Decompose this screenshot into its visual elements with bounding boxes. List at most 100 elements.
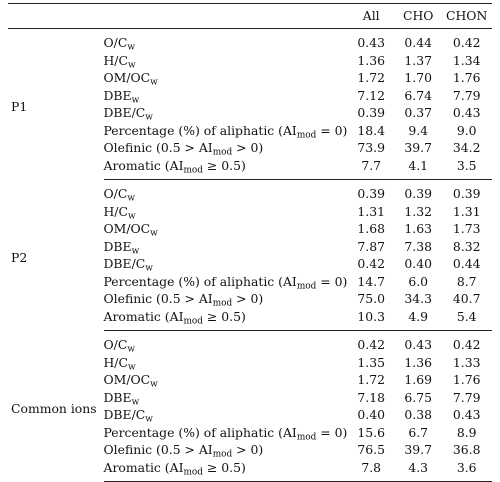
parameter-label: Olefinic (0.5 > AImod > 0): [104, 441, 348, 459]
value-chon: 3.6: [441, 458, 492, 482]
parameter-subscript: w: [127, 59, 136, 70]
parameter-subscript: w: [131, 396, 140, 407]
value-cho: 4.9: [395, 307, 442, 331]
value-cho: 1.36: [404, 354, 432, 370]
parameter-label: Aromatic (AImod ≥ 0.5): [103, 156, 348, 180]
value-chon: 0.43: [452, 105, 481, 120]
parameter-label: Aromatic (AImod ≥ 0.5): [103, 458, 348, 482]
table-row: Aromatic (AImod ≥ 0.5) 7.7 4.1 3.5: [8, 156, 492, 180]
table-row: DBE/Cw 0.39 0.37 0.43: [8, 104, 492, 122]
value-chon: 5.4: [441, 307, 492, 331]
value-all: 0.42: [357, 337, 385, 352]
value-all: 1.68: [357, 221, 385, 236]
value-all: 0.43: [357, 35, 385, 50]
parameter-label: DBE/Cw: [104, 104, 348, 122]
value-cho: 34.3: [404, 291, 432, 306]
value-cho: 6.75: [404, 389, 432, 405]
header-chon: CHON: [441, 3, 492, 29]
value-all: 1.31: [357, 203, 385, 219]
parameter-text: OM/OC: [103, 221, 151, 236]
table-row: P1 O/Cw 0.43 0.44 0.42: [8, 29, 492, 114]
value-chon: 1.76: [452, 70, 481, 85]
value-all: 73.9: [357, 140, 385, 155]
value-all: 1.72: [357, 372, 385, 387]
value-chon: 0.39: [452, 186, 481, 201]
value-chon: 8.32: [452, 238, 481, 254]
parameter-text-tail: = 0): [316, 273, 348, 289]
parameter-text: O/C: [103, 186, 128, 201]
parameter-subscript: w: [145, 263, 153, 274]
parameter-text: OM/OC: [103, 70, 151, 85]
parameter-text-tail: > 0): [232, 442, 264, 457]
value-chon: 1.73: [452, 221, 481, 236]
parameter-label: Olefinic (0.5 > AImod > 0): [104, 139, 348, 157]
parameter-text: DBE: [103, 389, 132, 405]
parameter-subscript: w: [150, 379, 158, 390]
parameter-subscript: mod: [212, 449, 233, 460]
parameter-label: H/Cw: [104, 203, 348, 221]
value-all: 7.18: [357, 389, 385, 405]
group-label: Common ions: [11, 400, 97, 416]
value-cho: 4.1: [395, 156, 442, 180]
parameter-subscript: mod: [183, 164, 203, 175]
parameter-subscript: w: [127, 210, 136, 221]
value-all: 7.8: [347, 458, 396, 482]
parameter-subscript: mod: [296, 280, 317, 291]
parameter-label: DBE/Cw: [104, 255, 348, 273]
parameter-text: DBE: [103, 238, 132, 254]
value-cho: 1.70: [404, 70, 432, 85]
parameter-subscript: w: [131, 245, 140, 256]
value-chon: 1.33: [452, 354, 481, 370]
value-chon: 8.7: [456, 273, 477, 289]
value-chon: 1.34: [452, 52, 481, 68]
parameter-text: H/C: [103, 354, 128, 370]
value-all: 1.35: [357, 354, 385, 370]
table-row: Common ions O/Cw 0.42 0.43 0.42: [8, 331, 492, 416]
table-row: DBE/Cw 0.42 0.40 0.44: [8, 255, 492, 273]
parameter-subscript: mod: [296, 129, 317, 140]
parameter-text: Percentage (%) of aliphatic (AI: [103, 273, 297, 289]
value-all: 76.5: [357, 442, 385, 457]
parameter-subscript: mod: [212, 298, 233, 309]
value-chon: 0.42: [452, 35, 481, 50]
parameter-label: H/Cw: [104, 354, 348, 372]
parameter-label: Percentage (%) of aliphatic (AImod = 0): [104, 273, 348, 291]
value-cho: 1.63: [404, 221, 432, 236]
parameter-subscript: mod: [183, 466, 203, 477]
value-chon: 7.79: [452, 389, 481, 405]
value-cho: 0.37: [404, 105, 432, 120]
parameter-subscript: w: [145, 414, 153, 425]
value-cho: 6.7: [408, 424, 429, 440]
value-all: 7.7: [347, 156, 396, 180]
table-row: OM/OCw 1.72 1.69 1.76: [8, 371, 492, 389]
value-all: 15.6: [357, 424, 385, 440]
parameter-subscript: mod: [183, 315, 203, 326]
group-label: P1: [11, 99, 28, 114]
table-row: H/Cw 1.31 1.32 1.31: [8, 203, 492, 221]
value-chon: 3.5: [441, 156, 492, 180]
parameter-subscript: w: [127, 42, 135, 53]
value-cho: 6.0: [408, 273, 429, 289]
parameter-text: DBE/C: [103, 407, 146, 422]
parameter-text: OM/OC: [103, 372, 151, 387]
parameter-subscript: w: [127, 361, 136, 372]
value-chon: 7.79: [452, 87, 481, 103]
parameter-label: Percentage (%) of aliphatic (AImod = 0): [104, 424, 348, 442]
parameter-subscript: w: [131, 94, 140, 105]
value-chon: 0.43: [452, 407, 481, 422]
group-label: P2: [11, 249, 28, 265]
table-body: All CHO CHON P1 O/Cw 0.43 0.44 0.42 H/Cw 1.36 1…: [8, 3, 492, 482]
header-all: All: [347, 3, 396, 29]
header-param-cell: [103, 3, 348, 29]
value-cho: 39.7: [404, 442, 432, 457]
table-row: Olefinic (0.5 > AImod > 0) 73.9 39.7 34.2: [8, 139, 492, 157]
value-chon: 40.7: [452, 291, 481, 306]
parameter-label: H/Cw: [104, 52, 348, 70]
parameter-text-tail: ≥ 0.5): [202, 157, 246, 173]
value-cho: 39.7: [404, 140, 432, 155]
table-row: OM/OCw 1.68 1.63 1.73: [8, 220, 492, 238]
parameter-label: O/Cw: [104, 180, 348, 203]
value-cho: 0.40: [404, 256, 432, 271]
value-all: 75.0: [357, 291, 385, 306]
value-all: 0.42: [357, 256, 385, 271]
